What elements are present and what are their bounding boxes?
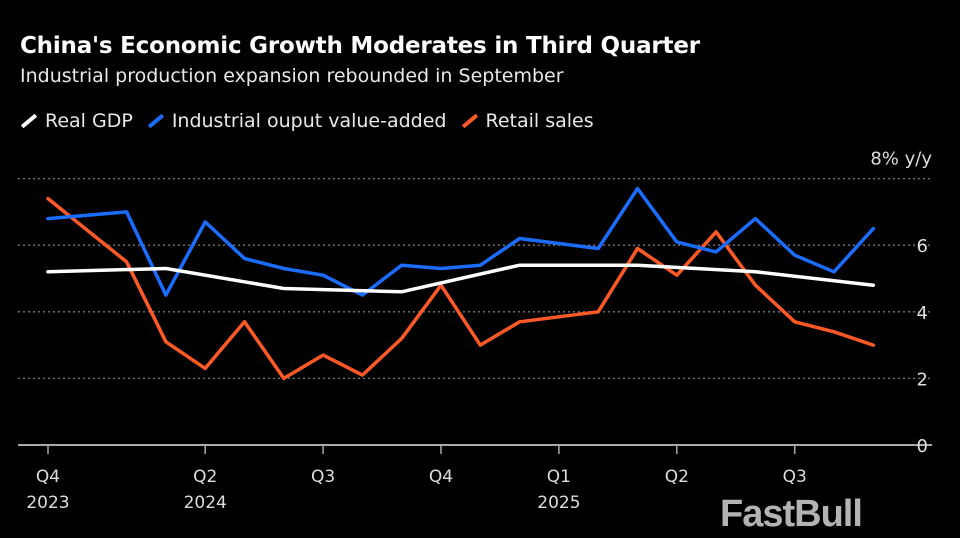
series-line-industrial-output xyxy=(46,186,876,297)
series-line-retail-sales xyxy=(46,196,876,381)
x-tick-label: Q2 xyxy=(665,467,689,487)
y-tick-label: 6 xyxy=(917,236,928,257)
x-tick-label: Q1 xyxy=(547,467,571,487)
x-tick-label: Q3 xyxy=(311,467,335,487)
y-tick-label: 0 xyxy=(917,436,928,457)
x-tick-year-label: 2025 xyxy=(537,493,580,513)
legend-label: Industrial ouput value-added xyxy=(171,110,447,132)
watermark-logo: FastBull xyxy=(720,493,863,535)
legend-item-gdp: Real GDP xyxy=(20,110,133,132)
x-tick-label: Q3 xyxy=(783,467,807,487)
x-tick-year-label: 2024 xyxy=(184,493,227,513)
x-tick-label: Q4 xyxy=(429,467,453,487)
legend-label: Retail sales xyxy=(485,110,594,132)
y-tick-label: 2 xyxy=(917,369,928,390)
legend-label: Real GDP xyxy=(45,110,133,132)
chart-title: China's Economic Growth Moderates in Thi… xyxy=(20,33,700,59)
y-tick-label: 4 xyxy=(917,303,928,324)
x-tick-label: Q2 xyxy=(193,467,217,487)
legend-item-retail: Retail sales xyxy=(461,110,594,132)
legend-item-industrial: Industrial ouput value-added xyxy=(147,110,447,132)
x-tick-year-label: 2023 xyxy=(26,493,69,513)
series-line-real-gdp xyxy=(46,263,876,294)
y-axis-label: 8% y/y xyxy=(870,149,932,170)
x-tick-label: Q4 xyxy=(36,467,60,487)
legend: Real GDP Industrial ouput value-added Re… xyxy=(20,110,594,132)
chart-subtitle: Industrial production expansion rebounde… xyxy=(20,65,564,87)
